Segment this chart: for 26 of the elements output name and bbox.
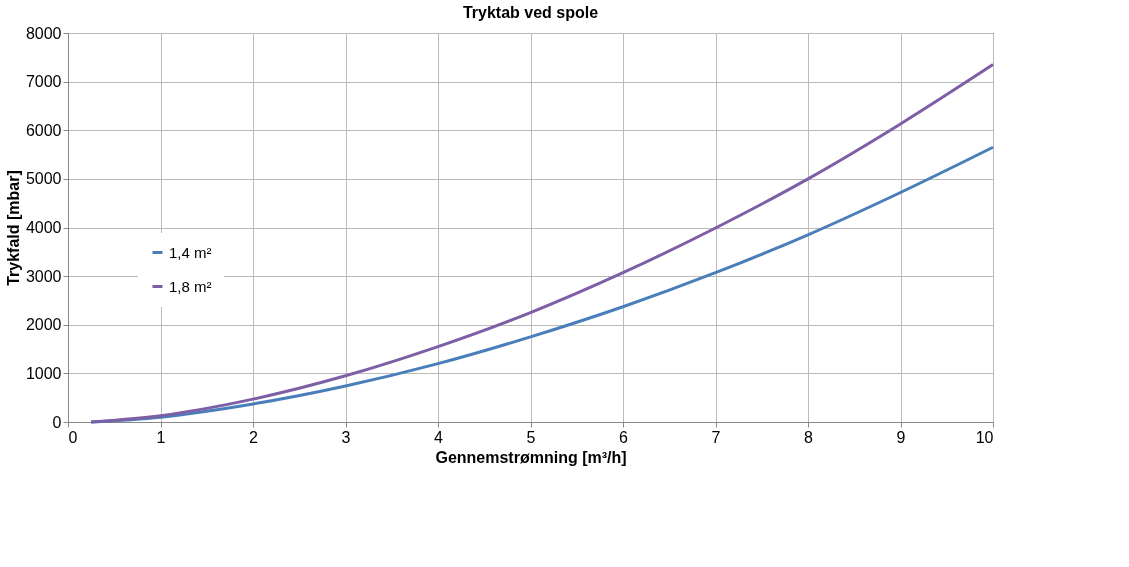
y-tick-label: 7000 (25, 73, 62, 91)
line-series (89, 63, 995, 424)
y-tick-label: 8000 (25, 24, 62, 42)
legend-label: 1,8 m² (169, 277, 212, 295)
x-tick-label: 4 (434, 428, 444, 446)
x-tick-label: 10 (975, 428, 994, 446)
x-tick-label: 9 (896, 428, 906, 446)
y-tick-label: 2000 (25, 316, 62, 334)
y-tick-label: 1000 (25, 364, 62, 382)
y-tick-label: 0 (52, 413, 62, 431)
y-tick-label: 5000 (25, 170, 62, 188)
x-tick-label: 5 (526, 428, 536, 446)
x-tick-label: 1 (156, 428, 166, 446)
chart-title: Tryktab ved spole (462, 4, 599, 21)
legend-label: 1,4 m² (169, 243, 212, 261)
x-tick-label: 0 (68, 428, 78, 446)
y-axis-title: Trykfald [mbar] (4, 170, 22, 286)
y-tick-label: 6000 (25, 121, 62, 139)
x-tick-label: 7 (711, 428, 721, 446)
x-tick-label: 3 (341, 428, 351, 446)
x-tick-label: 6 (619, 428, 629, 446)
y-tick-label: 3000 (25, 267, 62, 285)
y-tick-label: 4000 (25, 219, 62, 236)
x-tick-label: 2 (249, 428, 259, 446)
x-tick-label: 8 (804, 428, 814, 446)
x-axis-title: Gennemstrømning [m³/h] (435, 448, 627, 466)
